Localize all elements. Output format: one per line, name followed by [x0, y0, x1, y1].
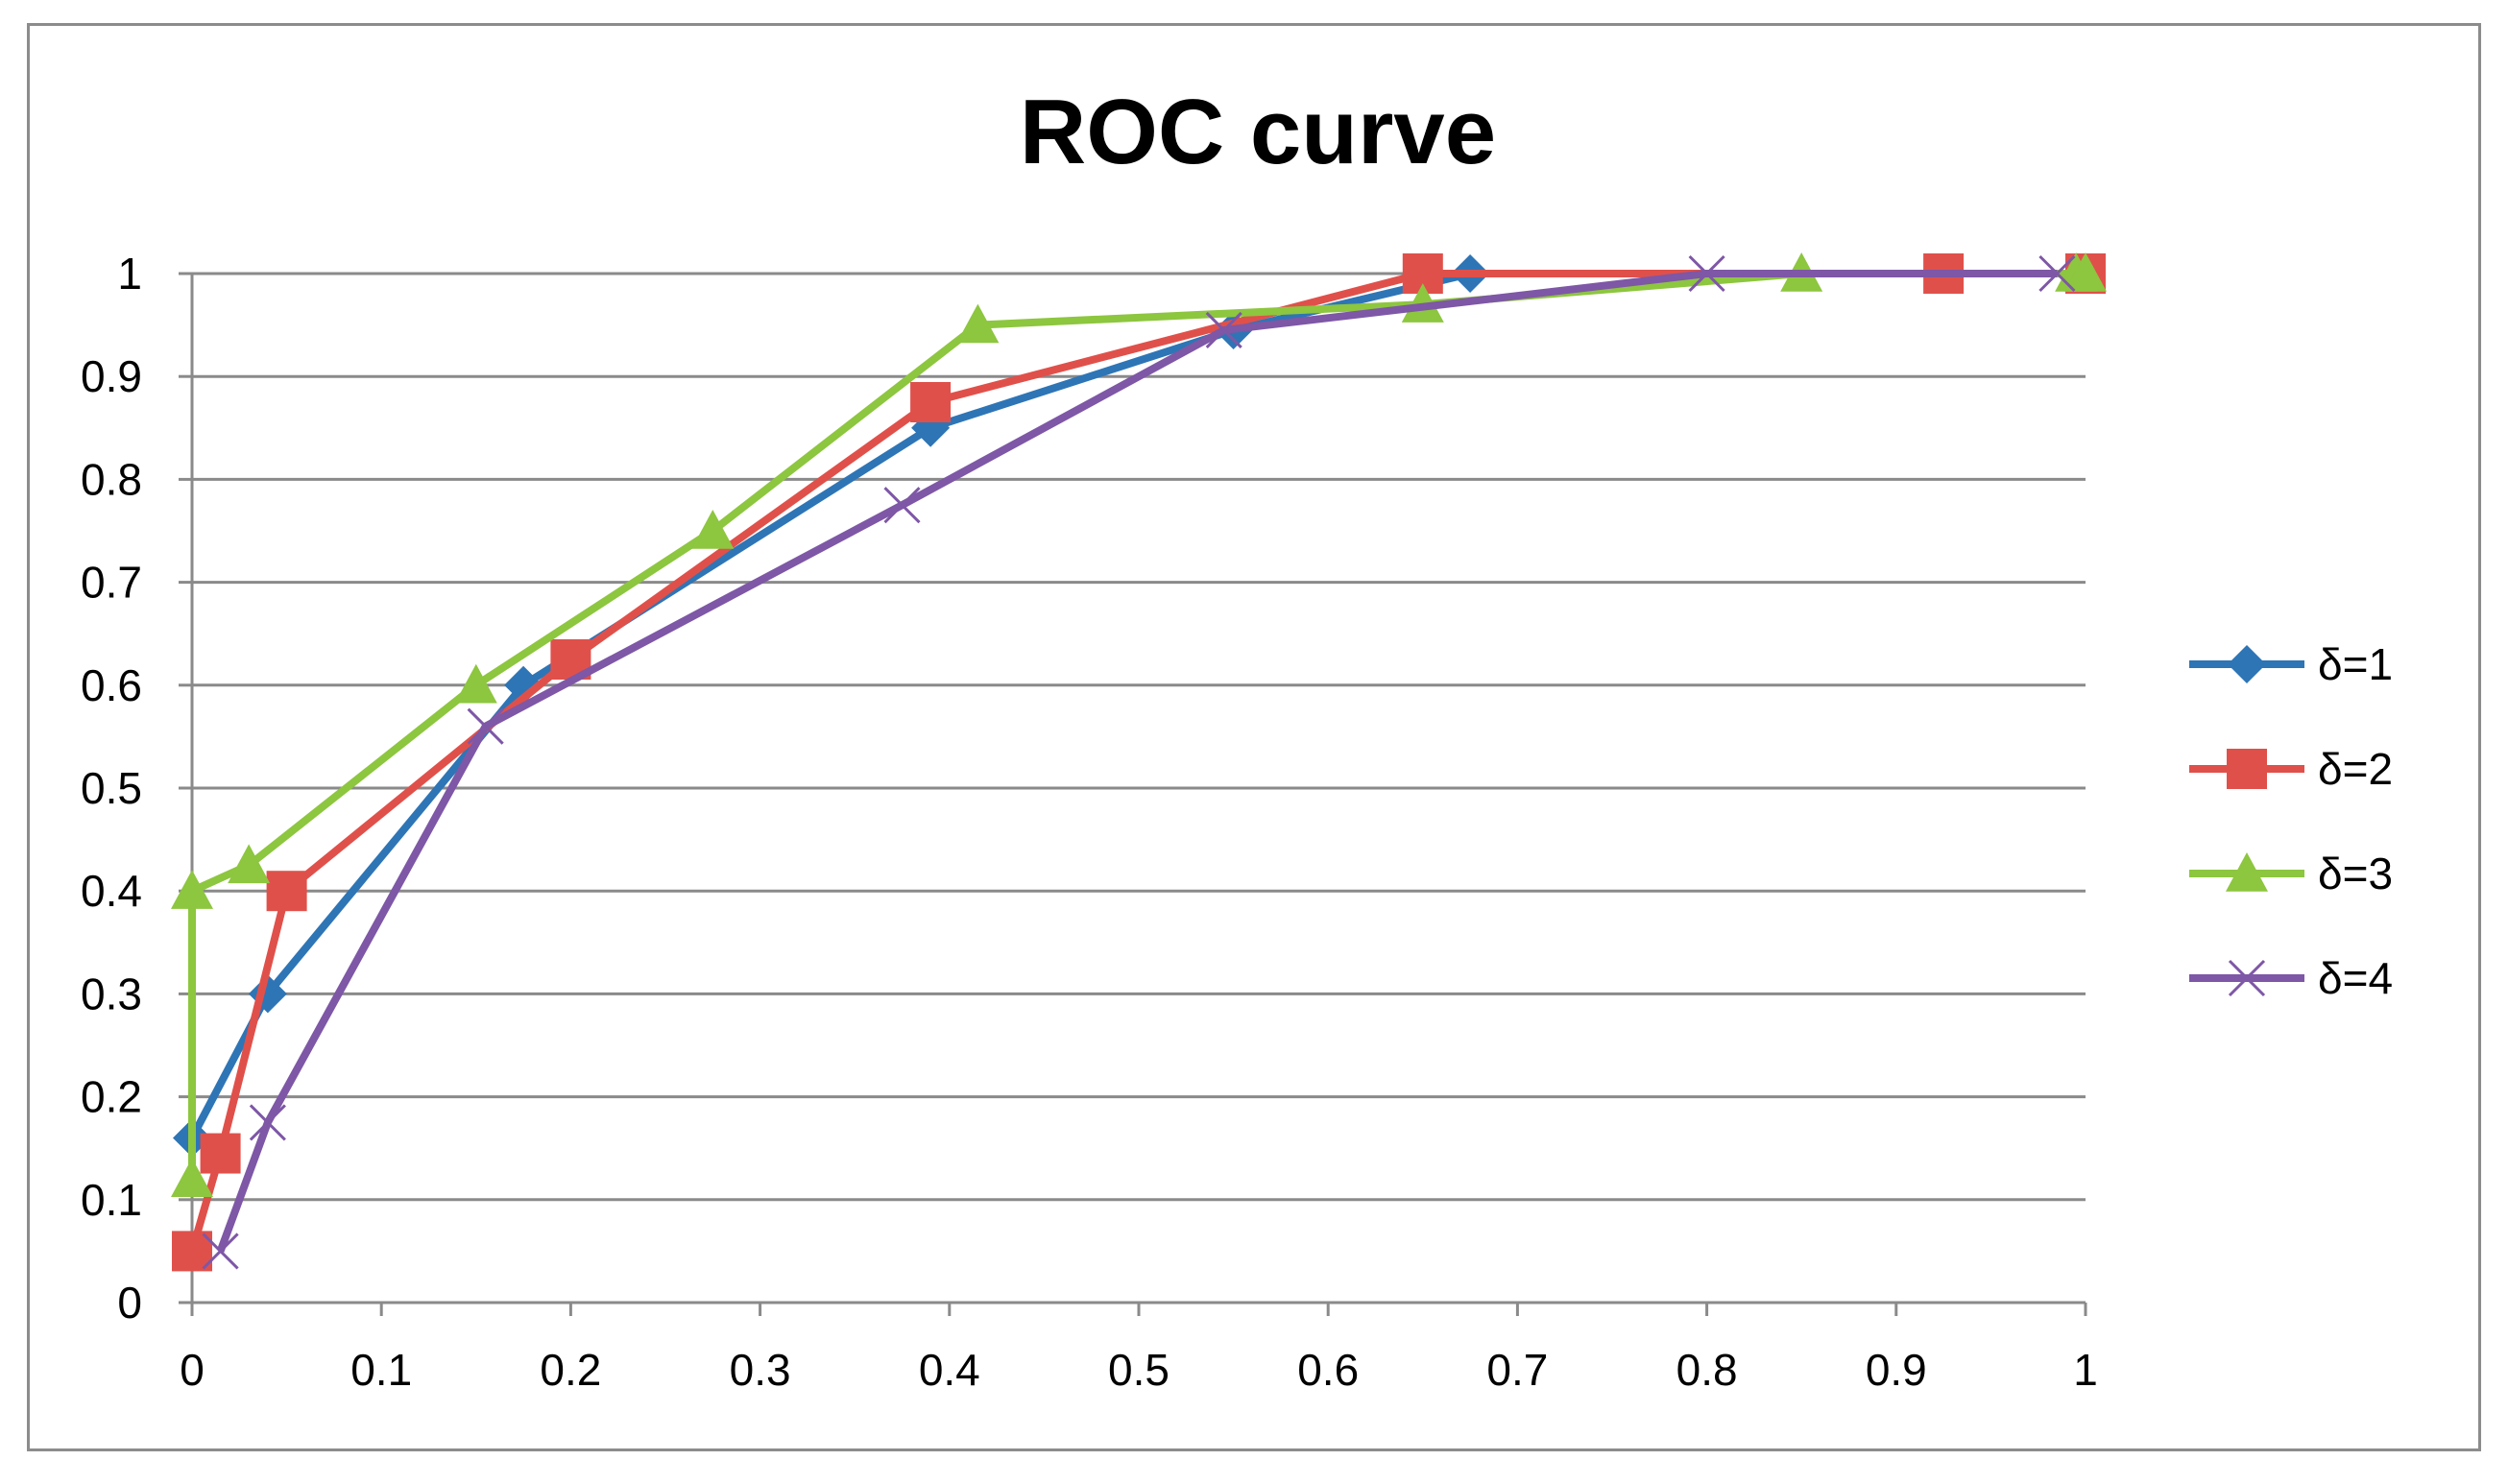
axes [179, 272, 2087, 1316]
y-tick-label: 0.6 [81, 660, 142, 710]
series-3 [171, 252, 2107, 1198]
data-point [202, 1233, 239, 1270]
series-group [171, 252, 2107, 1272]
legend-label: δ=1 [2318, 639, 2393, 689]
data-point [171, 1158, 213, 1198]
y-tick-label: 0.4 [81, 866, 142, 916]
legend-item-3: δ=3 [2189, 849, 2393, 898]
data-point [956, 303, 1000, 344]
data-point [467, 707, 504, 745]
chart-title: ROC curve [1020, 81, 1496, 183]
y-tick-label: 0.1 [81, 1175, 142, 1225]
y-tick-label: 0.3 [81, 969, 142, 1018]
x-tick-label: 0.5 [1108, 1345, 1170, 1395]
y-tick-label: 0 [117, 1278, 142, 1328]
x-tick-label: 1 [2073, 1345, 2098, 1395]
legend-item-4: δ=4 [2189, 953, 2393, 1003]
data-point [228, 844, 271, 884]
data-point [1205, 311, 1242, 349]
legend-item-1: δ=1 [2189, 639, 2393, 689]
x-tick-label: 0.8 [1676, 1345, 1738, 1395]
data-point [454, 663, 497, 704]
data-point [910, 382, 952, 422]
y-tick-label: 0.2 [81, 1072, 142, 1122]
series-1 [173, 254, 1490, 1158]
data-point [883, 487, 921, 524]
x-tick-label: 0.2 [540, 1345, 601, 1395]
y-tick-label: 0.8 [81, 454, 142, 504]
data-point [1401, 283, 1444, 323]
data-point [691, 510, 735, 549]
legend-label: δ=2 [2318, 744, 2393, 794]
series-line-2 [188, 270, 2086, 1253]
data-point [200, 1133, 241, 1174]
series-line-1 [188, 270, 1472, 1140]
data-point [266, 871, 307, 912]
data-point [1688, 254, 1725, 293]
x-axis-ticks: 0 0.1 0.2 0.3 0.4 0.5 0.6 0.7 0.8 0.9 1 [180, 1345, 2098, 1395]
y-tick-label: 0.5 [81, 763, 142, 813]
x-tick-label: 0.3 [730, 1345, 791, 1395]
x-tick-label: 0.9 [1866, 1345, 1927, 1395]
legend-label: δ=4 [2318, 953, 2393, 1003]
legend-label: δ=3 [2318, 849, 2393, 898]
x-tick-label: 0.4 [919, 1345, 980, 1395]
series-line-3 [188, 270, 2086, 1180]
legend-marker [2228, 959, 2266, 997]
legend-marker [2226, 852, 2268, 892]
data-point [171, 870, 213, 909]
y-tick-label: 1 [117, 249, 142, 299]
legend-marker [2227, 749, 2267, 789]
x-tick-label: 0.7 [1486, 1345, 1548, 1395]
data-point [2038, 254, 2076, 293]
x-tick-label: 0.6 [1297, 1345, 1359, 1395]
legend: δ=1 δ=2 δ=3 δ=4 [2189, 639, 2393, 1003]
y-axis-ticks: 0 0.1 0.2 0.3 0.4 0.5 0.6 0.7 0.8 0.9 1 [81, 249, 142, 1328]
legend-item-2: δ=2 [2189, 744, 2393, 794]
y-tick-label: 0.7 [81, 558, 142, 608]
legend-marker [2228, 645, 2266, 683]
x-tick-label: 0 [180, 1345, 205, 1395]
y-tick-label: 0.9 [81, 351, 142, 401]
series-line-4 [216, 270, 2058, 1253]
data-point [249, 1104, 286, 1141]
x-tick-label: 0.1 [350, 1345, 412, 1395]
data-point [2064, 252, 2107, 292]
series-4 [202, 254, 2076, 1270]
